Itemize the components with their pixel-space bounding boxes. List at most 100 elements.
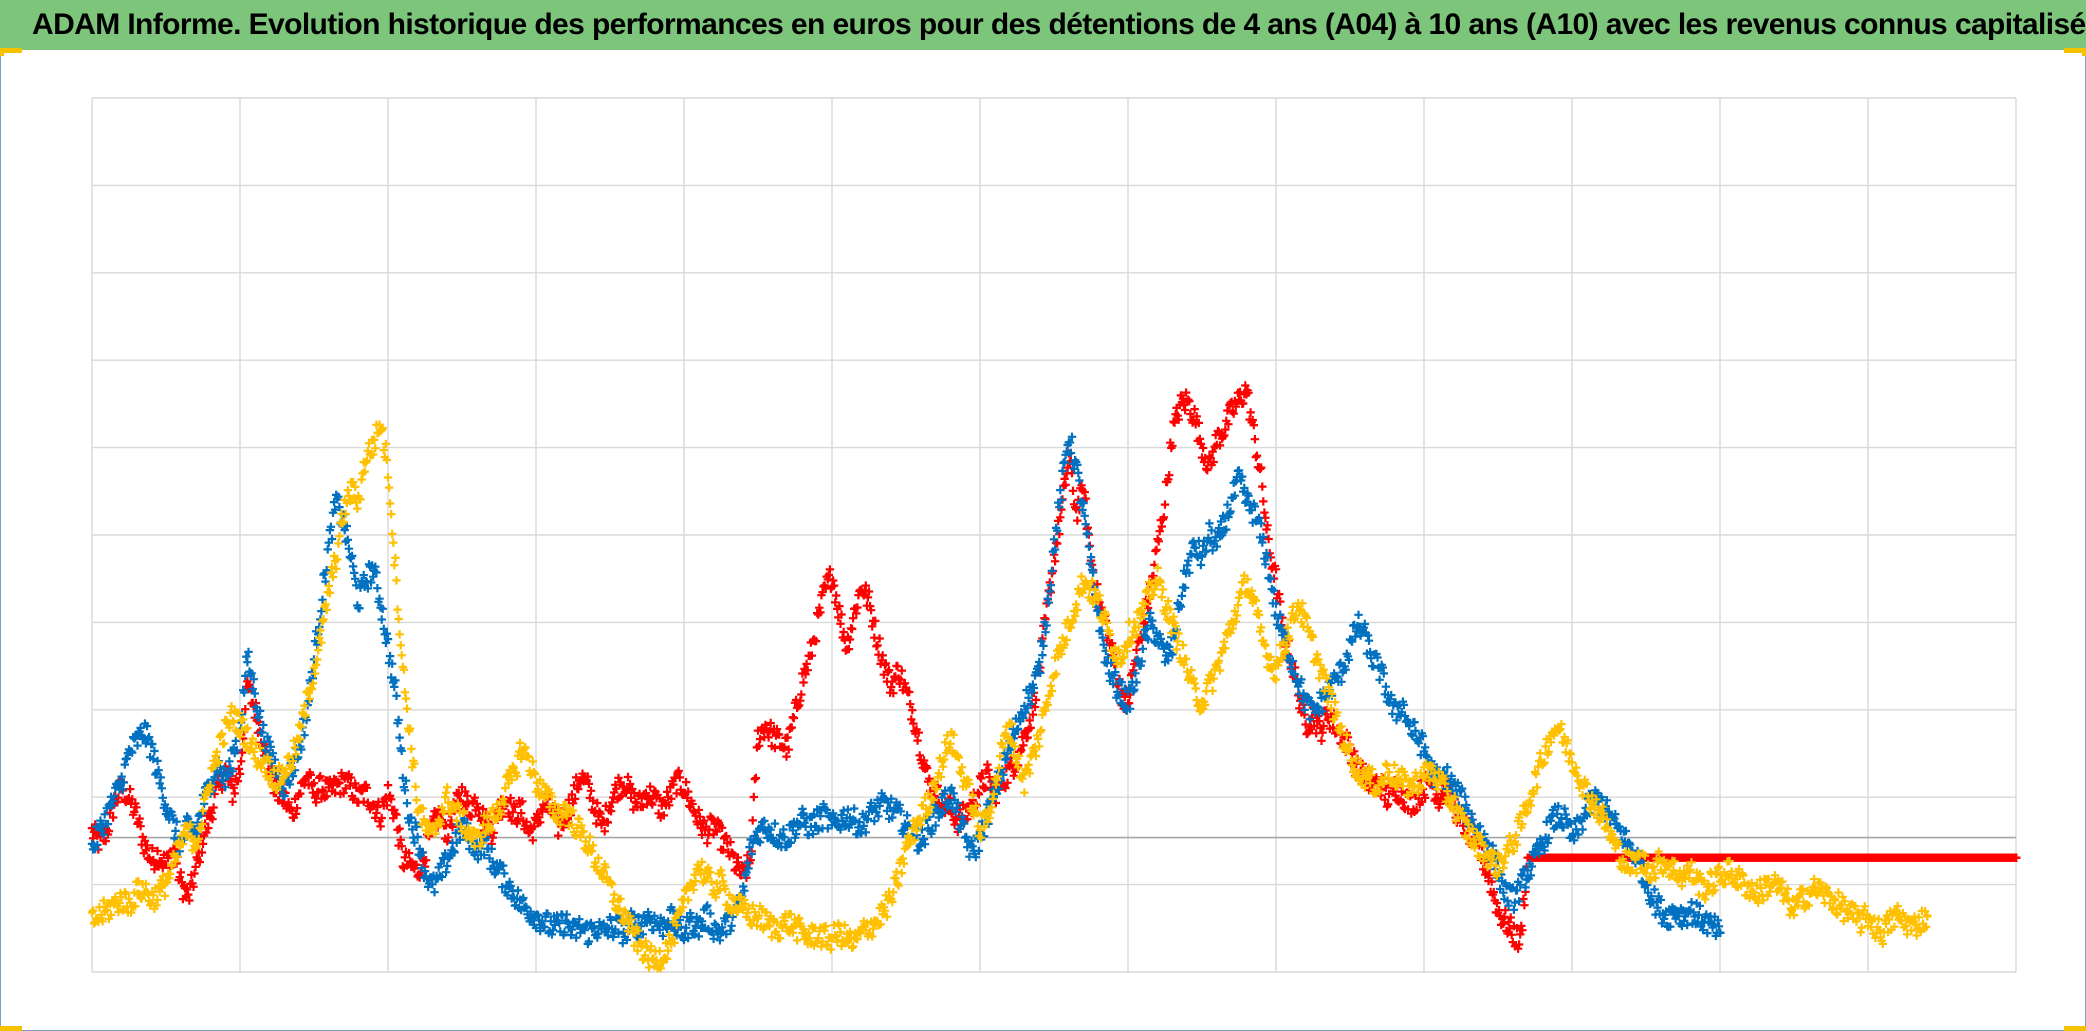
data-point [920, 840, 930, 849]
data-point [887, 794, 896, 803]
data-point [335, 779, 344, 788]
corner-accent-bottom-left [0, 1026, 22, 1031]
data-point [268, 749, 277, 758]
data-point [1098, 633, 1107, 642]
series-0 [87, 381, 2021, 953]
data-point [836, 825, 845, 834]
data-point [413, 832, 422, 842]
data-point [1185, 397, 1194, 406]
data-point [808, 829, 818, 839]
data-point [1050, 557, 1060, 566]
data-point [897, 666, 906, 675]
data-point [959, 819, 969, 828]
data-point [191, 862, 200, 872]
data-point [1191, 684, 1200, 693]
data-point [142, 721, 152, 731]
data-point [836, 619, 845, 628]
data-point [540, 923, 549, 932]
data-point [938, 762, 948, 771]
data-point [335, 502, 344, 512]
data-point [384, 483, 394, 492]
data-point [644, 963, 654, 972]
data-point [684, 896, 693, 905]
data-point [128, 748, 137, 757]
data-point [1319, 721, 1328, 731]
data-point [1030, 702, 1040, 712]
data-point [1259, 497, 1268, 506]
data-point [863, 814, 873, 824]
data-point [410, 838, 419, 847]
data-point [622, 935, 632, 945]
data-point [297, 745, 306, 754]
data-point [893, 662, 902, 671]
data-point [851, 816, 860, 825]
data-point [377, 813, 386, 823]
data-point [873, 641, 882, 650]
data-point [285, 780, 294, 789]
data-point [510, 802, 520, 811]
corner-accent-top-right-bar [2064, 48, 2086, 53]
data-point [296, 789, 305, 798]
data-point [480, 850, 489, 860]
data-point [228, 767, 237, 776]
data-point [455, 835, 465, 844]
data-point [444, 833, 453, 842]
data-point [378, 604, 387, 613]
data-point [322, 792, 331, 801]
data-point [1489, 887, 1498, 897]
data-point [1026, 723, 1035, 733]
data-point [411, 782, 420, 791]
data-point [703, 839, 712, 848]
data-point [382, 801, 392, 810]
data-point [1264, 534, 1273, 544]
data-point [1248, 415, 1257, 425]
data-point [513, 886, 523, 895]
data-point [1294, 691, 1303, 700]
data-point [377, 615, 386, 624]
data-point [1132, 645, 1141, 655]
data-point [198, 839, 208, 849]
data-point [321, 577, 330, 586]
data-point [747, 849, 756, 859]
data-point [1074, 468, 1083, 478]
data-point [824, 570, 833, 580]
data-point [487, 844, 496, 854]
data-point [1375, 675, 1384, 684]
data-point [684, 787, 693, 796]
data-point [317, 606, 326, 616]
data-point [847, 624, 857, 634]
data-point [1354, 610, 1363, 619]
data-point [518, 797, 527, 806]
data-point [421, 856, 431, 865]
data-point [391, 553, 400, 563]
data-point [554, 831, 563, 840]
data-point [1050, 545, 1060, 554]
data-point [224, 771, 233, 781]
data-point [792, 936, 802, 945]
data-point [1209, 457, 1218, 467]
chart-title: ADAM Informe. Evolution historique des p… [32, 8, 2086, 41]
data-point [709, 934, 718, 943]
data-point [884, 665, 894, 675]
data-point [473, 803, 483, 812]
data-point [96, 816, 105, 825]
data-point [154, 766, 163, 775]
data-point [1152, 545, 1161, 554]
data-point [1518, 926, 1527, 935]
data-point [962, 832, 971, 842]
data-point [353, 504, 362, 513]
data-point [852, 609, 861, 618]
data-point [694, 932, 703, 941]
data-point [1154, 537, 1163, 546]
data-point [383, 473, 393, 482]
data-point [871, 616, 880, 625]
data-point [1035, 657, 1044, 667]
data-point [412, 822, 421, 831]
data-point [263, 732, 272, 741]
data-point [699, 816, 709, 825]
data-point [712, 827, 721, 836]
data-point [536, 818, 545, 827]
data-point [1180, 405, 1190, 415]
data-point [292, 804, 302, 813]
data-point [560, 928, 569, 937]
